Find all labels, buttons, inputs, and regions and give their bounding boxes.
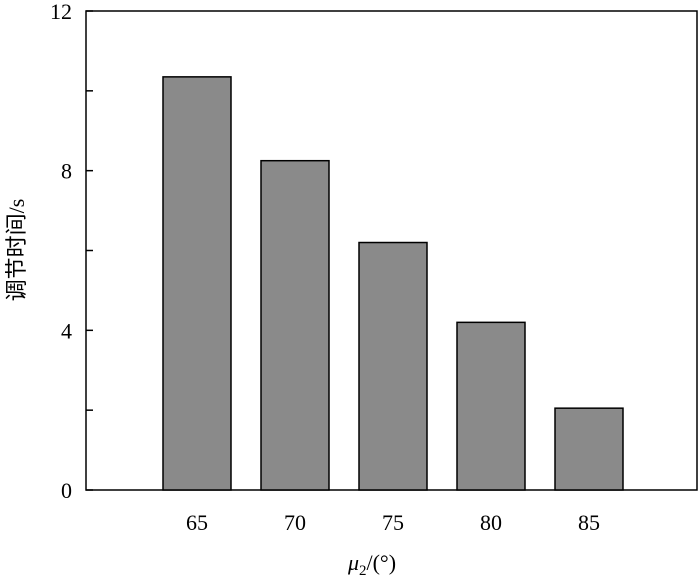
bar-65 [162, 76, 232, 491]
y-axis-ticks: 0 4 8 12 [50, 0, 93, 503]
x-tick-label-75: 75 [382, 510, 404, 535]
x-axis-title: μ2/(°) [347, 550, 396, 578]
y-tick-label-12: 12 [50, 0, 72, 24]
y-tick-label-0: 0 [61, 478, 72, 503]
bar-75 [358, 241, 428, 491]
x-tick-label-80: 80 [480, 510, 502, 535]
x-tick-label-65: 65 [186, 510, 208, 535]
bar-85 [554, 407, 624, 491]
y-tick-label-4: 4 [61, 318, 72, 343]
bars-group [162, 76, 624, 491]
bar-80 [456, 321, 526, 491]
x-tick-label-70: 70 [284, 510, 306, 535]
y-axis-title: 调节时间/s [4, 199, 29, 302]
x-axis-ticks: 65 70 75 80 85 [186, 510, 600, 535]
x-tick-label-85: 85 [578, 510, 600, 535]
y-tick-label-8: 8 [61, 159, 72, 184]
bar-70 [260, 159, 330, 491]
